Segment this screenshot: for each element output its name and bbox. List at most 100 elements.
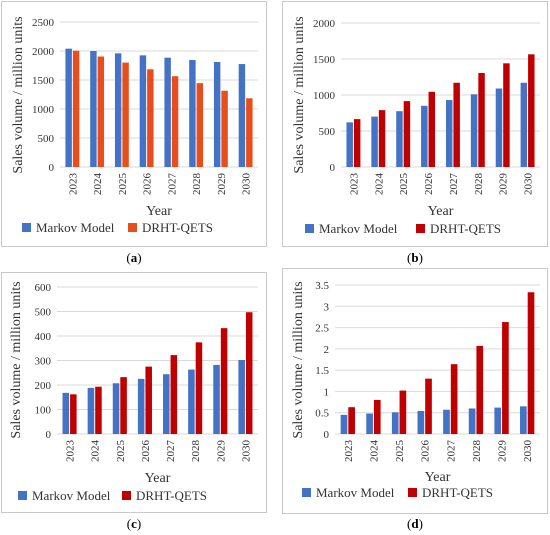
x-tick-label-c-2025: 2025 <box>115 440 127 463</box>
bar-c-s1-2026 <box>137 378 145 434</box>
x-tick-label-d-2024: 2024 <box>368 440 380 463</box>
bar-d-s1-2026 <box>417 411 425 434</box>
bar-a-s1-2027 <box>164 57 171 167</box>
bar-b-s1-2027 <box>445 100 453 167</box>
bar-c-s2-2028 <box>195 342 203 434</box>
x-axis-label-d: Year <box>425 470 451 485</box>
y-tick-label-c-5: 500 <box>35 307 52 319</box>
y-tick-label-c-1: 100 <box>35 405 52 417</box>
bar-d-s2-2029 <box>502 322 509 434</box>
x-tick-label-b-2025: 2025 <box>398 173 410 196</box>
bar-d-s1-2027 <box>443 409 450 434</box>
bar-b-s2-2028 <box>478 73 485 167</box>
x-tick-label-a-2023: 2023 <box>67 173 79 196</box>
bar-c-s1-2027 <box>163 374 170 434</box>
bar-c-s1-2025 <box>112 383 120 434</box>
x-tick-label-d-2030: 2030 <box>522 440 534 463</box>
bar-d-s2-2025 <box>399 390 407 434</box>
bar-c-s2-2023 <box>70 394 77 434</box>
bar-b-s2-2026 <box>428 91 436 167</box>
y-tick-label-d-4: 2 <box>324 344 330 356</box>
x-tick-label-a-2025: 2025 <box>117 173 129 196</box>
bar-d-s2-2024 <box>373 399 381 434</box>
y-tick-label-d-1: 0.5 <box>315 408 329 420</box>
bar-a-s2-2026 <box>147 69 154 167</box>
y-tick-label-c-0: 0 <box>46 429 52 441</box>
bar-b-s1-2028 <box>470 94 478 167</box>
x-axis-label-c: Year <box>145 471 171 486</box>
bar-a-s2-2030 <box>246 98 253 167</box>
y-tick-label-a-5: 2500 <box>32 17 55 29</box>
bar-c-s1-2024 <box>87 387 95 434</box>
legend-swatch-d-1 <box>302 488 311 497</box>
bar-b-s2-2023 <box>353 119 361 167</box>
chart-a: 0 500 1000 1500 2000 2500 2023 2024 2025 2026 2027… <box>11 16 258 235</box>
bar-b-s2-2027 <box>453 82 460 167</box>
x-tick-label-c-2024: 2024 <box>90 440 102 463</box>
bar-a-s2-2023 <box>72 50 80 167</box>
bar-d-s1-2028 <box>468 408 476 434</box>
caption-a: (a) <box>126 250 141 265</box>
legend-swatch-d-2 <box>408 488 417 497</box>
bar-a-s1-2025 <box>114 53 122 167</box>
x-tick-label-d-2029: 2029 <box>497 440 509 463</box>
x-tick-label-b-2027: 2027 <box>448 173 460 196</box>
bar-b-s1-2029 <box>495 88 503 167</box>
bar-a-s1-2028 <box>189 59 196 167</box>
chart-c: 0 100 200 300 400 500 600 2023 2024 2025 2026 2027 2… <box>9 281 258 503</box>
y-tick-label-b-2: 1000 <box>313 90 336 102</box>
caption-b: (b) <box>407 250 423 265</box>
bar-c-s2-2024 <box>95 386 102 434</box>
y-tick-label-d-7: 3.5 <box>315 280 329 292</box>
bar-a-s1-2023 <box>65 48 72 167</box>
bar-d-s2-2030 <box>527 292 535 434</box>
bar-d-s1-2024 <box>366 413 373 434</box>
x-tick-label-b-2024: 2024 <box>373 173 385 196</box>
legend-swatch-b-1 <box>305 224 314 233</box>
y-tick-label-a-3: 1500 <box>32 75 55 87</box>
y-tick-label-d-0: 0 <box>324 429 330 441</box>
x-tick-label-a-2026: 2026 <box>142 173 154 196</box>
chart-d: 0 0.5 1 1.5 2 2.5 3 3.5 2023 2024 2025 2026 2027 2028… <box>291 280 540 500</box>
x-tick-label-a-2024: 2024 <box>92 173 104 196</box>
x-tick-label-c-2030: 2030 <box>240 440 252 463</box>
bar-a-s1-2030 <box>238 64 246 167</box>
x-tick-label-d-2026: 2026 <box>420 440 432 463</box>
bar-a-s2-2024 <box>97 56 105 168</box>
x-tick-label-a-2027: 2027 <box>166 173 178 196</box>
x-tick-label-b-2030: 2030 <box>523 173 535 196</box>
y-tick-label-c-6: 600 <box>35 282 52 294</box>
y-tick-label-c-4: 400 <box>35 331 52 343</box>
y-tick-label-b-3: 1500 <box>313 54 336 66</box>
x-tick-label-d-2025: 2025 <box>394 440 406 463</box>
bar-d-s2-2028 <box>476 345 484 434</box>
y-tick-label-b-1: 500 <box>319 126 336 138</box>
legend-label-a-2: DRHT-QETS <box>142 220 213 235</box>
x-tick-label-c-2027: 2027 <box>165 440 177 463</box>
bar-d-s2-2027 <box>450 364 458 434</box>
legend-swatch-c-1 <box>18 491 27 500</box>
y-tick-label-d-2: 1 <box>324 386 330 398</box>
bar-b-s1-2026 <box>421 105 428 167</box>
x-tick-label-a-2030: 2030 <box>241 173 253 196</box>
legend-swatch-c-2 <box>122 491 131 500</box>
bar-d-s1-2029 <box>494 407 502 434</box>
legend-label-d-2: DRHT-QETS <box>422 485 493 500</box>
bar-d-s1-2023 <box>340 414 348 434</box>
bar-c-s2-2025 <box>120 377 127 434</box>
bar-b-s1-2025 <box>396 111 403 167</box>
bar-b-s1-2023 <box>346 122 353 167</box>
x-tick-label-b-2023: 2023 <box>348 173 360 196</box>
bar-a-s1-2024 <box>90 51 97 167</box>
bar-b-s2-2030 <box>528 54 535 167</box>
bar-b-s2-2025 <box>403 101 411 167</box>
y-tick-label-a-0: 0 <box>49 162 55 174</box>
y-tick-label-d-5: 2.5 <box>315 323 329 335</box>
bar-a-s2-2029 <box>221 90 228 167</box>
x-axis-label-b: Year <box>428 204 454 219</box>
y-tick-label-a-1: 500 <box>38 133 55 145</box>
bar-c-s1-2023 <box>62 392 70 434</box>
x-tick-label-d-2028: 2028 <box>471 440 483 463</box>
y-axis-label-b: Sales volume / million units <box>292 16 307 173</box>
bar-c-s2-2026 <box>145 366 152 434</box>
